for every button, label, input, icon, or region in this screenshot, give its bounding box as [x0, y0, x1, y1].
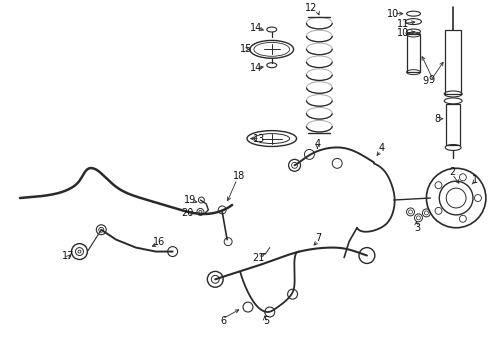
Text: 8: 8	[434, 114, 441, 124]
Text: 7: 7	[316, 233, 321, 243]
Text: 19: 19	[184, 195, 196, 205]
Text: 2: 2	[449, 167, 455, 177]
Text: 14: 14	[250, 23, 262, 32]
Text: 5: 5	[263, 316, 269, 326]
Text: 3: 3	[415, 223, 420, 233]
Text: 21: 21	[252, 252, 264, 262]
Text: 12: 12	[305, 3, 318, 13]
Text: 6: 6	[220, 316, 226, 326]
Text: 13: 13	[253, 134, 265, 144]
Text: 10: 10	[397, 28, 409, 39]
Text: 10: 10	[387, 9, 399, 19]
Bar	[445, 30, 461, 94]
Text: 11: 11	[397, 19, 409, 28]
Text: 1: 1	[472, 175, 478, 185]
Text: 4: 4	[315, 139, 320, 149]
Text: 9: 9	[428, 75, 435, 85]
Text: 9: 9	[422, 76, 428, 86]
Text: 18: 18	[233, 171, 245, 181]
Text: 15: 15	[240, 44, 252, 54]
Text: 14: 14	[250, 63, 262, 73]
Text: 17: 17	[62, 251, 74, 261]
Text: 16: 16	[153, 237, 165, 247]
Text: 4: 4	[379, 144, 385, 153]
Bar	[446, 104, 460, 145]
Bar	[407, 35, 420, 72]
Text: 20: 20	[182, 208, 194, 218]
